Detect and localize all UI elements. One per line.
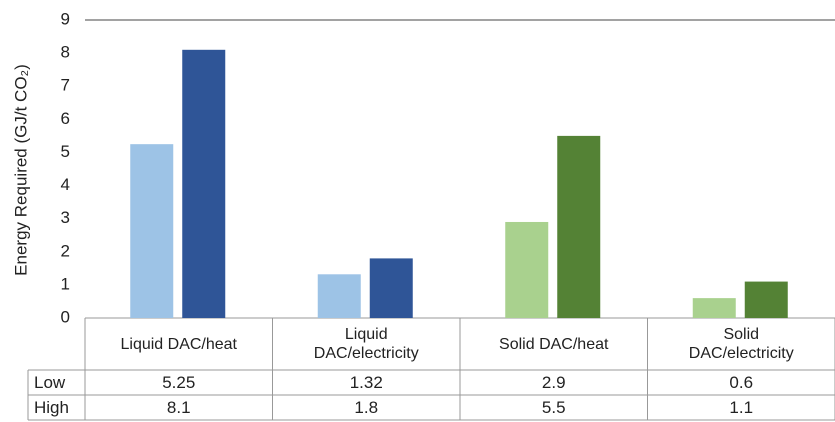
bar <box>744 281 788 318</box>
y-axis-label: Energy Required (GJ/t CO₂) <box>11 64 30 276</box>
bar <box>317 274 361 318</box>
y-tick-label: 4 <box>61 175 70 194</box>
x-tick-label: Solid DAC/heat <box>460 318 648 370</box>
table-value: 0.6 <box>729 373 753 392</box>
category-text: Liquid DAC/electricity <box>313 326 419 362</box>
bar <box>692 298 736 318</box>
legend-label: High <box>34 398 69 417</box>
y-tick-label: 7 <box>61 76 70 95</box>
x-tick-label: Solid DAC/electricity <box>648 318 835 370</box>
x-tick-label: Liquid DAC/heat <box>85 318 273 370</box>
bar <box>182 49 226 319</box>
y-tick-label: 5 <box>61 142 70 161</box>
table-value: 1.1 <box>729 398 753 417</box>
bar <box>369 258 413 318</box>
x-tick-label: Liquid DAC/electricity <box>273 318 461 370</box>
table-value: 2.9 <box>542 373 566 392</box>
y-tick-label: 6 <box>61 109 70 128</box>
y-tick-label: 0 <box>61 307 70 326</box>
table-value: 5.5 <box>542 398 566 417</box>
y-tick-label: 1 <box>61 274 70 293</box>
table-value: 1.32 <box>350 373 383 392</box>
bar <box>557 135 601 318</box>
category-text: Liquid DAC/heat <box>120 335 237 353</box>
bar <box>505 221 549 318</box>
y-tick-label: 8 <box>61 43 70 62</box>
y-tick-label: 9 <box>61 9 70 28</box>
category-text: Solid DAC/heat <box>499 335 609 353</box>
table-value: 5.25 <box>162 373 195 392</box>
y-tick-label: 3 <box>61 208 70 227</box>
bar <box>130 144 174 318</box>
y-tick-label: 2 <box>61 241 70 260</box>
category-text: Solid DAC/electricity <box>688 326 794 362</box>
table-value: 1.8 <box>354 398 378 417</box>
legend-label: Low <box>34 373 66 392</box>
table-value: 8.1 <box>167 398 191 417</box>
